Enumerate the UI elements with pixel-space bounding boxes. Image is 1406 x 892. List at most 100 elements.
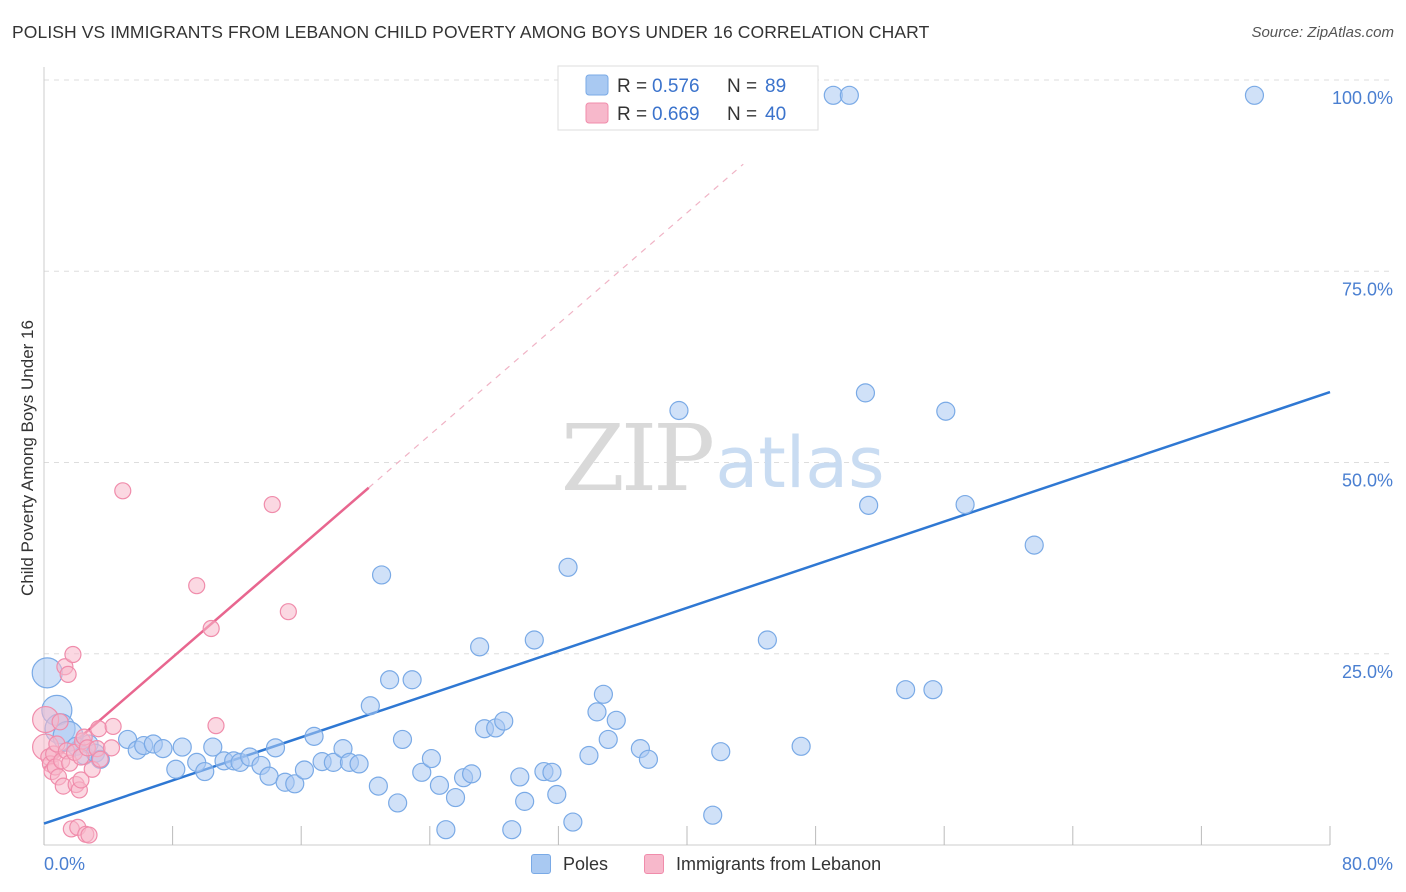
point-lebanon [90,720,108,738]
point-lebanon [80,826,98,844]
point-poles [515,791,535,811]
point-poles [579,745,599,766]
legend-poles-n-label: N = [727,76,757,97]
point-poles [598,729,618,750]
point-lebanon [202,619,220,638]
legend-item-lebanon: Immigrants from Lebanon [644,852,881,876]
point-poles [388,793,408,813]
point-poles [606,710,626,730]
grid-lines [44,79,1393,655]
point-poles [502,820,522,840]
legend-item-lebanon-swatch [644,854,664,874]
point-lebanon [188,577,206,595]
point-poles [294,760,315,780]
legend-lebanon-swatch [585,102,609,124]
point-poles [412,762,432,782]
point-poles [855,383,876,403]
legend-item-poles-label: Poles [563,853,609,874]
point-lebanon [51,713,69,731]
point-lebanon [104,717,122,736]
y-tick-label: 75.0% [1342,279,1393,299]
point-lebanon [64,645,82,664]
point-poles [839,85,859,105]
point-poles [936,401,956,421]
legend-lebanon-n-label: N = [727,104,757,125]
point-poles [429,775,450,795]
point-poles [1244,85,1265,105]
series-lebanon [32,482,297,844]
point-poles [955,494,975,515]
point-poles [1024,535,1044,555]
point-poles [380,670,400,690]
point-poles [436,820,456,840]
source-label: Source: ZipAtlas.com [1251,24,1394,41]
chart-title: POLISH VS IMMIGRANTS FROM LEBANON CHILD … [12,22,930,42]
legend-item-lebanon-label: Immigrants from Lebanon [676,853,882,874]
watermark-atlas: atlas [715,422,884,504]
point-poles [470,637,490,657]
x-tick-label-min: 0.0% [44,854,85,874]
point-lebanon [114,482,132,500]
point-poles [510,767,530,787]
x-tick-label-max: 80.0% [1342,854,1393,874]
point-poles [757,630,777,650]
y-tick-label: 25.0% [1342,662,1393,682]
y-axis-label: Child Poverty Among Boys Under 16 [18,320,37,596]
point-poles [349,754,369,774]
trend-line-poles [43,390,1331,825]
point-poles [195,761,215,782]
trend-line-lebanon-extension [368,163,744,489]
point-poles [558,557,578,577]
point-poles [494,711,514,731]
point-poles [392,729,413,750]
point-poles [265,738,286,758]
legend-poles-r-label: R = [617,76,647,97]
point-lebanon [263,495,281,514]
axes [43,67,1331,846]
point-poles [524,630,544,650]
y-tick-label: 50.0% [1342,471,1393,491]
point-poles [669,400,689,421]
legend-lebanon-r-label: R = [617,104,647,125]
legend-lebanon-n-value: 40 [765,104,786,125]
point-poles [203,737,223,757]
point-poles [547,784,567,805]
point-poles [172,737,192,757]
point-poles [859,495,879,515]
point-lebanon [279,603,297,621]
legend-item-poles-swatch [531,854,551,874]
bottom-legend: Poles Immigrants from Lebanon [0,852,1406,878]
point-poles [587,702,607,722]
point-poles [285,774,305,794]
legend-box: R = 0.576 N = 89 R = 0.669 N = 40 [557,65,819,131]
legend-poles-n-value: 89 [765,76,786,97]
point-poles [402,670,422,690]
tick-labels: 25.0% 50.0% 75.0% 100.0% 0.0% 80.0% [44,88,1393,874]
point-lebanon [59,665,77,684]
point-poles [791,736,811,756]
point-poles [371,565,392,585]
point-poles [923,680,943,700]
legend-poles-r-value: 0.576 [652,76,700,97]
point-poles [304,726,324,746]
point-poles [421,748,442,769]
point-poles [368,776,388,796]
point-poles [823,85,843,105]
point-poles [360,696,380,716]
point-poles [166,759,186,779]
watermark-zip: ZIP [561,405,712,512]
point-lebanon [72,771,90,789]
point-poles [259,766,279,786]
point-poles [703,805,723,825]
legend-poles-swatch [585,74,609,96]
point-poles [445,787,466,808]
watermark: ZIP atlas [561,405,885,512]
point-lebanon [91,750,109,768]
point-poles [542,762,562,782]
legend-lebanon-r-value: 0.669 [652,104,700,125]
point-poles [638,749,659,769]
point-poles [896,680,916,700]
point-poles [153,739,173,759]
legend-item-poles: Poles [531,852,608,876]
